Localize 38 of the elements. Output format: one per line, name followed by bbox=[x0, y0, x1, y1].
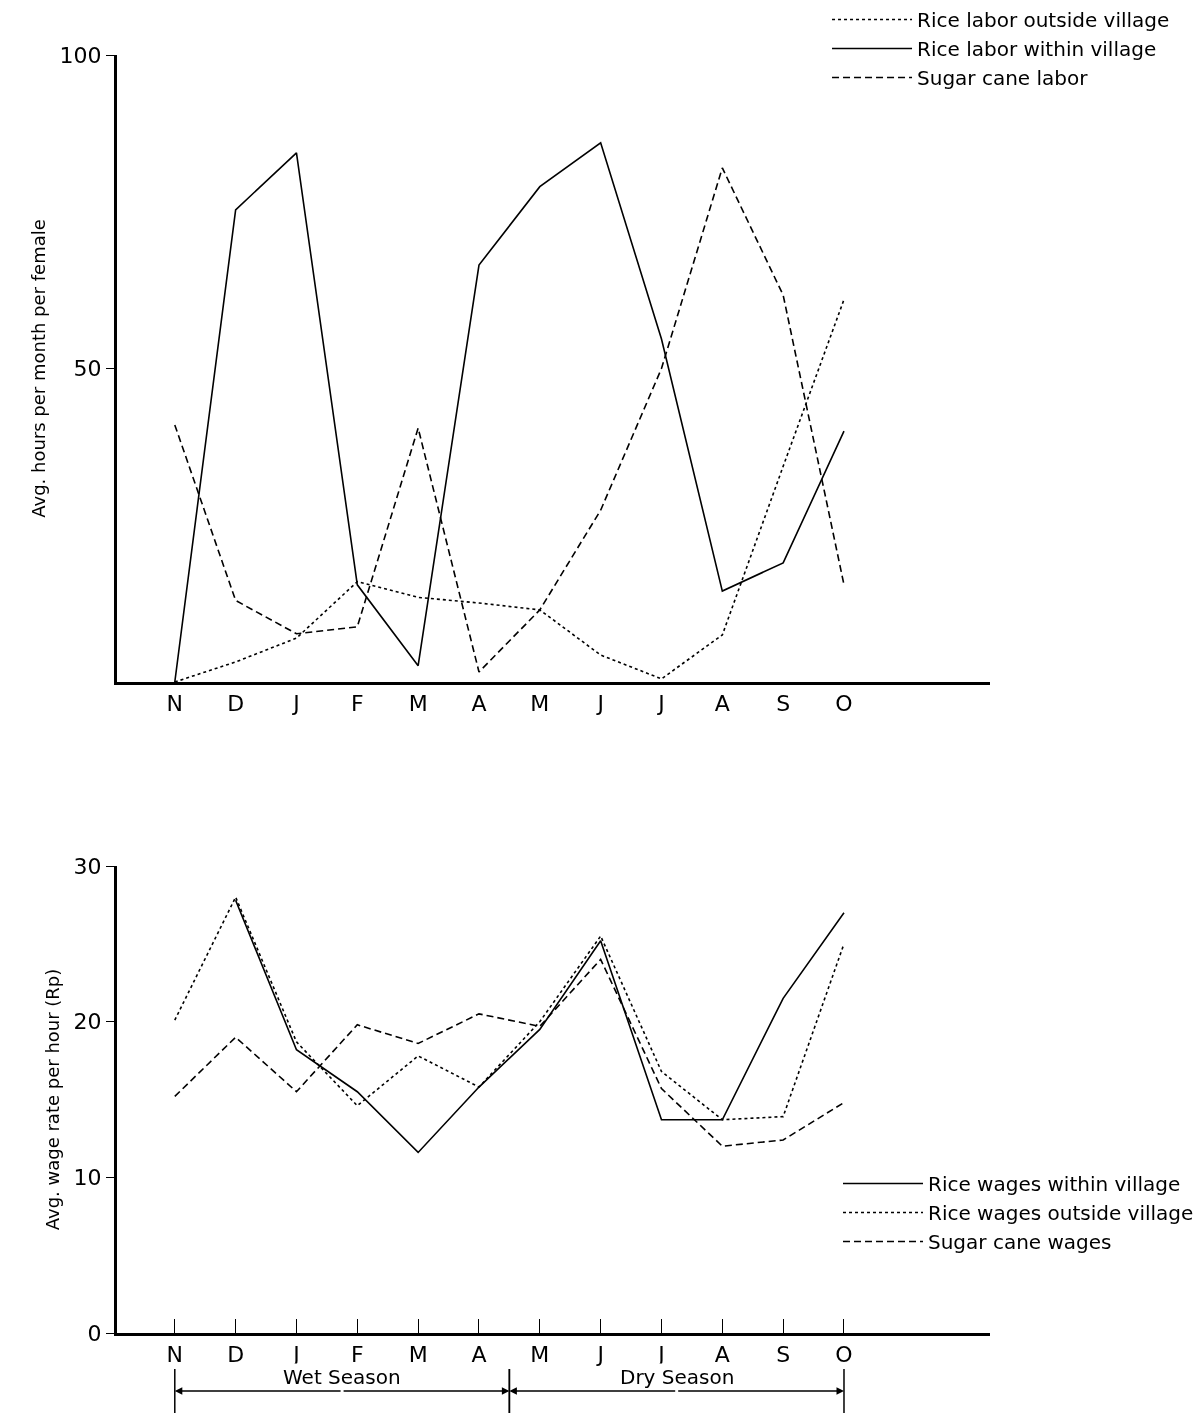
x-tick-label: J bbox=[291, 691, 300, 717]
y-axis-title: Avg. hours per month per female bbox=[27, 219, 49, 518]
x-tick-label: J bbox=[595, 691, 604, 717]
x-tick-label: N bbox=[166, 691, 184, 717]
legend-label: Rice wages outside village bbox=[928, 1201, 1194, 1226]
legend-label: Rice labor within village bbox=[917, 37, 1157, 62]
y-axis-title: Avg. wage rate per hour (Rp) bbox=[41, 968, 63, 1231]
x-tick-label: A bbox=[714, 691, 730, 717]
y-tick-label: 20 bbox=[73, 1009, 102, 1035]
y-tick-label: 0 bbox=[87, 1320, 102, 1346]
x-tick-label: J bbox=[656, 691, 665, 717]
x-tick-label: M bbox=[408, 1342, 428, 1368]
x-tick-label: M bbox=[530, 1342, 550, 1368]
x-tick-label: F bbox=[350, 1342, 364, 1368]
x-tick-label: A bbox=[714, 1342, 730, 1368]
x-tick-label: M bbox=[408, 691, 428, 717]
x-tick-label: A bbox=[471, 1342, 487, 1368]
legend-label: Sugar cane labor bbox=[917, 66, 1089, 91]
x-tick-label: F bbox=[350, 691, 364, 717]
x-tick-label: M bbox=[530, 691, 550, 717]
text: Wet Season bbox=[283, 1365, 401, 1389]
y-tick-label: 100 bbox=[59, 42, 102, 68]
y-tick-label: 50 bbox=[73, 356, 102, 382]
y-tick-label: 10 bbox=[73, 1165, 102, 1191]
x-tick-label: S bbox=[776, 691, 791, 717]
legend-label: Rice labor outside village bbox=[917, 8, 1170, 33]
legend-label: Sugar cane wages bbox=[928, 1230, 1112, 1255]
text: Dry Season bbox=[620, 1365, 735, 1389]
x-tick-label: N bbox=[166, 1342, 184, 1368]
x-tick-label: A bbox=[471, 691, 487, 717]
legend-label: Rice wages within village bbox=[928, 1172, 1181, 1197]
x-tick-label: O bbox=[835, 691, 853, 717]
x-tick-label: O bbox=[835, 1342, 853, 1368]
x-tick-label: D bbox=[227, 1342, 245, 1368]
x-tick-label: S bbox=[776, 1342, 791, 1368]
x-tick-label: J bbox=[595, 1342, 604, 1368]
y-tick-label: 30 bbox=[73, 853, 102, 879]
x-tick-label: D bbox=[227, 691, 245, 717]
